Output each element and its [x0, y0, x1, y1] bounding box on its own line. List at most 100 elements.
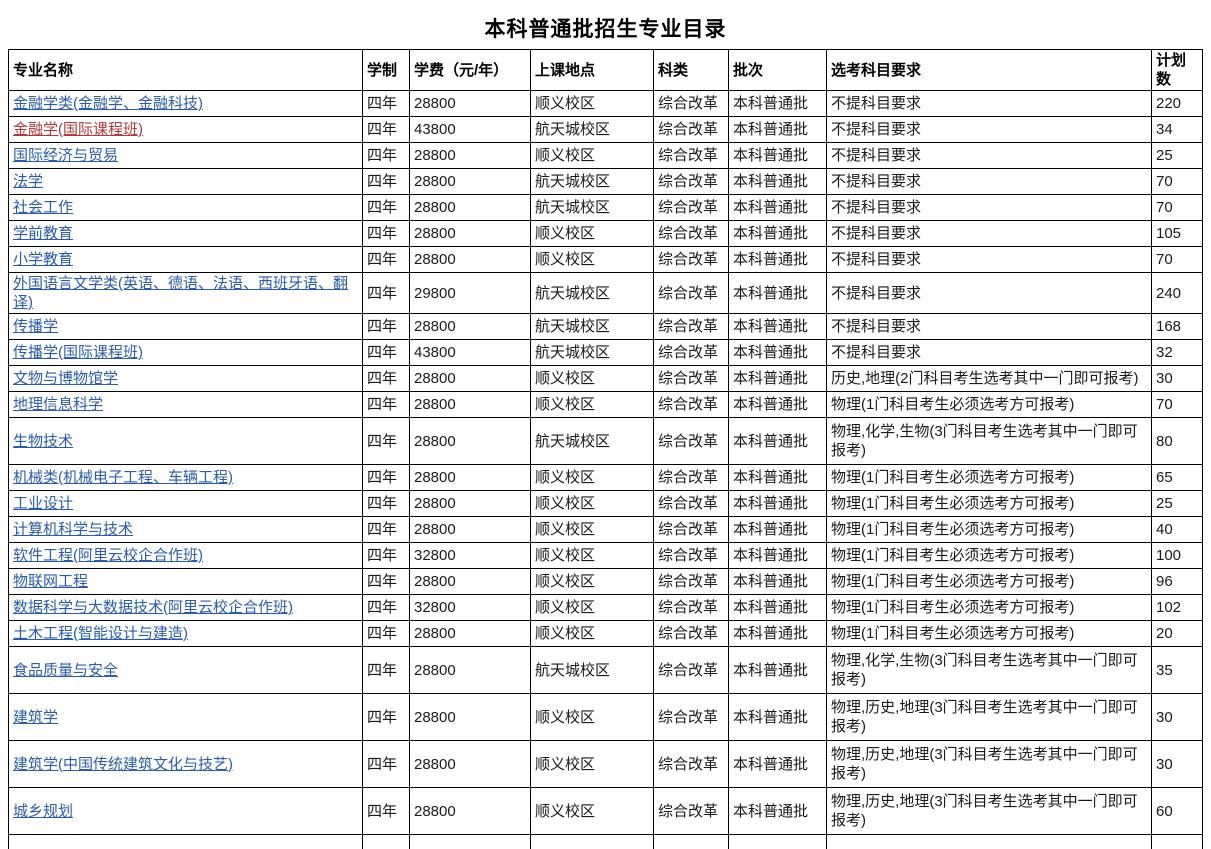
plan-cell: [1151, 834, 1203, 849]
duration-cell: 四年: [362, 142, 410, 169]
batch-cell: 本科普通批: [728, 464, 827, 491]
table-row: 物联网工程 四年 28800 顺义校区 综合改革 本科普通批 物理(1门科目考生必须选考方可…: [8, 568, 1203, 595]
table-row: 土木工程(智能设计与建造) 四年 28800 顺义校区 综合改革 本科普通批 物理(1门科目…: [8, 620, 1203, 647]
location-cell: 航天城校区: [530, 116, 654, 143]
batch-cell: 本科普通批: [728, 568, 827, 595]
requirement-cell: 物理(1门科目考生必须选考方可报考): [826, 568, 1152, 595]
category-cell: 综合改革: [653, 391, 729, 418]
requirement-cell: 物理(1门科目考生必须选考方可报考): [826, 464, 1152, 491]
duration-cell: 四年: [362, 594, 410, 621]
plan-cell: 102: [1151, 594, 1203, 621]
category-cell: 综合改革: [653, 740, 729, 788]
table-row: 传播学 四年 28800 航天城校区 综合改革 本科普通批 不提科目要求 168: [8, 313, 1203, 340]
major-link[interactable]: 城乡规划: [13, 802, 74, 820]
major-link[interactable]: 金融学类(金融学、金融科技): [13, 95, 203, 112]
location-cell: 顺义校区: [530, 490, 654, 517]
requirement-cell: 不提科目要求: [826, 142, 1152, 169]
duration-cell: 四年: [362, 542, 410, 569]
major-link[interactable]: 法学: [13, 173, 44, 190]
major-link[interactable]: 地理信息科学: [13, 396, 104, 413]
duration-cell: 四年: [362, 313, 410, 340]
major-link[interactable]: 物联网工程: [13, 573, 89, 590]
category-cell: 综合改革: [653, 490, 729, 517]
major-name-cell: 工业设计: [8, 490, 363, 517]
batch-cell: 本科普通批: [728, 339, 827, 366]
category-cell: 综合改革: [653, 693, 729, 741]
tuition-cell: 28800: [409, 516, 531, 543]
major-name-cell: 法学: [8, 168, 363, 195]
plan-cell: 70: [1151, 194, 1203, 221]
batch-cell: 本科普通批: [728, 594, 827, 621]
batch-cell: 本科普通批: [728, 194, 827, 221]
major-link[interactable]: 机械类(机械电子工程、车辆工程): [13, 469, 233, 486]
tuition-cell: 28800: [409, 787, 531, 835]
major-link[interactable]: 金融学(国际课程班): [13, 121, 143, 138]
major-name-cell: 国际经济与贸易: [8, 142, 363, 169]
major-link[interactable]: 建筑学(中国传统建筑文化与技艺): [13, 755, 233, 773]
category-cell: 综合改革: [653, 116, 729, 143]
location-cell: 顺义校区: [530, 246, 654, 273]
tuition-cell: 28800: [409, 313, 531, 340]
batch-cell: 本科普通批: [728, 391, 827, 418]
major-name-cell: 传播学: [8, 313, 363, 340]
plan-cell: 220: [1151, 90, 1203, 117]
table-row: 金融学类(金融学、金融科技) 四年 28800 顺义校区 综合改革 本科普通批 不提科目要求…: [8, 90, 1203, 117]
plan-cell: 30: [1151, 740, 1203, 788]
major-link[interactable]: 计算机科学与技术: [13, 521, 134, 538]
major-link[interactable]: 文物与博物馆学: [13, 370, 119, 387]
location-cell: 顺义校区: [530, 142, 654, 169]
duration-cell: 四年: [362, 339, 410, 366]
batch-cell: 本科普通批: [728, 272, 827, 314]
major-link[interactable]: 外国语言文学类(英语、德语、法语、西班牙语、翻译): [13, 275, 348, 311]
tuition-cell: 28800: [409, 490, 531, 517]
category-cell: 综合改革: [653, 365, 729, 392]
table-row: 建筑学(中国传统建筑文化与技艺) 四年 28800 顺义校区 综合改革 本科普通批 物理,历…: [8, 740, 1203, 788]
table-row: 外国语言文学类(英语、德语、法语、西班牙语、翻译) 四年 29800 航天城校区 综合改…: [8, 272, 1203, 314]
major-link[interactable]: 小学教育: [13, 251, 74, 268]
column-header-batch: 批次: [728, 49, 827, 91]
table-row: 生物技术 四年 28800 航天城校区 综合改革 本科普通批 物理,化学,生物(3门科目考生…: [8, 417, 1203, 465]
plan-cell: 20: [1151, 620, 1203, 647]
duration-cell: [362, 834, 410, 849]
major-link[interactable]: 学前教育: [13, 225, 74, 242]
location-cell: 顺义校区: [530, 620, 654, 647]
tuition-cell: 43800: [409, 339, 531, 366]
major-link[interactable]: 软件工程(阿里云校企合作班): [13, 547, 203, 564]
major-link[interactable]: 传播学: [13, 318, 59, 335]
table-header: 专业名称 学制 学费（元/年） 上课地点 科类 批次 选考科目要求 计划数: [8, 49, 1203, 91]
category-cell: 综合改革: [653, 339, 729, 366]
batch-cell: 本科普通批: [728, 168, 827, 195]
major-name-cell: 机械类(机械电子工程、车辆工程): [8, 464, 363, 491]
requirement-cell: 不提科目要求: [826, 246, 1152, 273]
duration-cell: 四年: [362, 417, 410, 465]
category-cell: 综合改革: [653, 787, 729, 835]
location-cell: 顺义校区: [530, 220, 654, 247]
batch-cell: 本科普通批: [728, 620, 827, 647]
table-row: 金融学(国际课程班) 四年 43800 航天城校区 综合改革 本科普通批 不提科目要求 34: [8, 116, 1203, 143]
major-link[interactable]: 国际经济与贸易: [13, 147, 119, 164]
table-row: 食品质量与安全 四年 28800 航天城校区 综合改革 本科普通批 物理,化学,生物(3门科…: [8, 646, 1203, 694]
major-link[interactable]: 食品质量与安全: [13, 661, 119, 679]
table-row: 学前教育 四年 28800 顺义校区 综合改革 本科普通批 不提科目要求 105: [8, 220, 1203, 247]
tuition-cell: 28800: [409, 90, 531, 117]
major-link[interactable]: 数据科学与大数据技术(阿里云校企合作班): [13, 599, 293, 616]
category-cell: [653, 834, 729, 849]
major-link[interactable]: 社会工作: [13, 199, 74, 216]
table-row: 国际经济与贸易 四年 28800 顺义校区 综合改革 本科普通批 不提科目要求 25: [8, 142, 1203, 169]
major-link[interactable]: 传播学(国际课程班): [13, 344, 143, 361]
major-name-cell: 食品质量与安全: [8, 646, 363, 694]
column-header-plan: 计划数: [1151, 49, 1203, 91]
major-link[interactable]: 建筑学: [13, 708, 59, 726]
location-cell: [530, 834, 654, 849]
plan-cell: 65: [1151, 464, 1203, 491]
tuition-cell: 28800: [409, 568, 531, 595]
major-name-cell: 外国语言文学类(英语、德语、法语、西班牙语、翻译): [8, 272, 363, 314]
major-link[interactable]: 生物技术: [13, 432, 74, 450]
category-cell: 综合改革: [653, 516, 729, 543]
plan-cell: 32: [1151, 339, 1203, 366]
table-row: 建筑学 四年 28800 顺义校区 综合改革 本科普通批 物理,历史,地理(3门科目考生选考…: [8, 693, 1203, 741]
major-link[interactable]: 土木工程(智能设计与建造): [13, 625, 188, 642]
category-cell: 综合改革: [653, 194, 729, 221]
column-header-requirement: 选考科目要求: [826, 49, 1152, 91]
major-link[interactable]: 工业设计: [13, 495, 74, 512]
